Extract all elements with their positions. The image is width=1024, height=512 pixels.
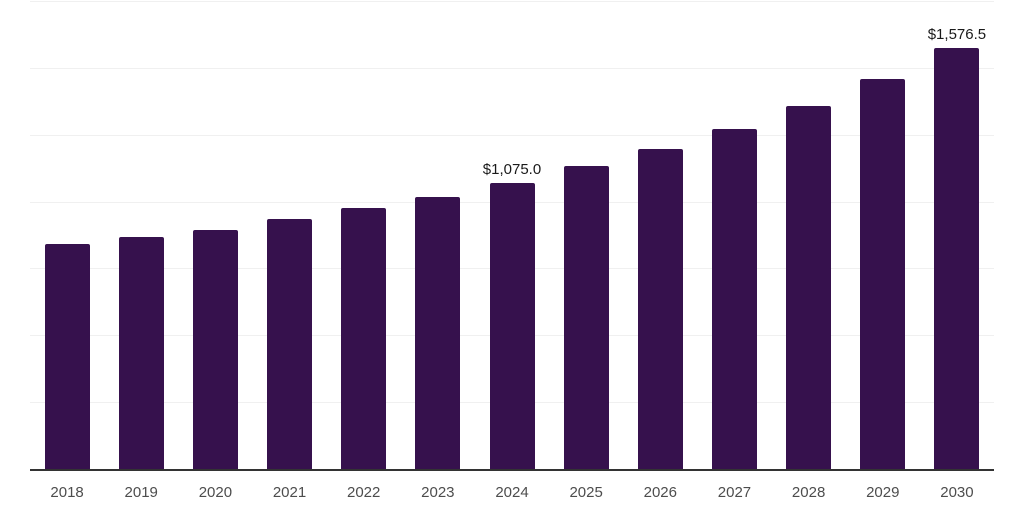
bar-2020 [192,230,238,470]
bar-2019 [118,237,164,470]
x-tick-label-2030: 2030 [940,484,974,501]
x-tick-label-2020: 2020 [198,484,233,501]
bar-2018 [44,244,90,470]
x-tick-label-2022: 2022 [347,484,381,501]
bar-value-label-2030: $1,576.5 [927,26,987,44]
x-axis-tick-labels: 2018 2019 2020 2021 2022 2023 2024 2025 2026 2027… [30,484,994,506]
bar-2026 [637,149,683,470]
bar-2021 [267,219,313,470]
x-tick-label-2028: 2028 [791,484,826,501]
bar-2022 [341,207,387,470]
plot-area: $1,075.0 $1,576.5 [30,0,994,470]
x-tick-label-2023: 2023 [421,484,455,501]
x-tick-label-2024: 2024 [495,484,529,501]
bar-2023 [415,196,461,470]
x-tick-label-2025: 2025 [569,484,603,501]
gridline-1750 [30,1,994,2]
x-tick-label-2019: 2019 [124,484,158,501]
x-tick-label-2026: 2026 [643,484,677,501]
x-axis-line [30,469,994,471]
gridline-1500 [30,67,994,69]
bar-2024 [489,182,535,470]
bar-2028 [786,106,832,470]
x-tick-label-2029: 2029 [866,484,900,501]
bar-value-label-2024: $1,075.0 [482,160,542,178]
bar-2030 [934,48,980,470]
gridline-1250 [30,134,994,136]
x-tick-label-2018: 2018 [50,484,84,501]
bar-2025 [563,166,609,470]
x-tick-label-2021: 2021 [272,484,307,501]
bar-2029 [860,79,906,470]
x-tick-label-2027: 2027 [717,484,752,501]
bar-2027 [711,129,757,470]
